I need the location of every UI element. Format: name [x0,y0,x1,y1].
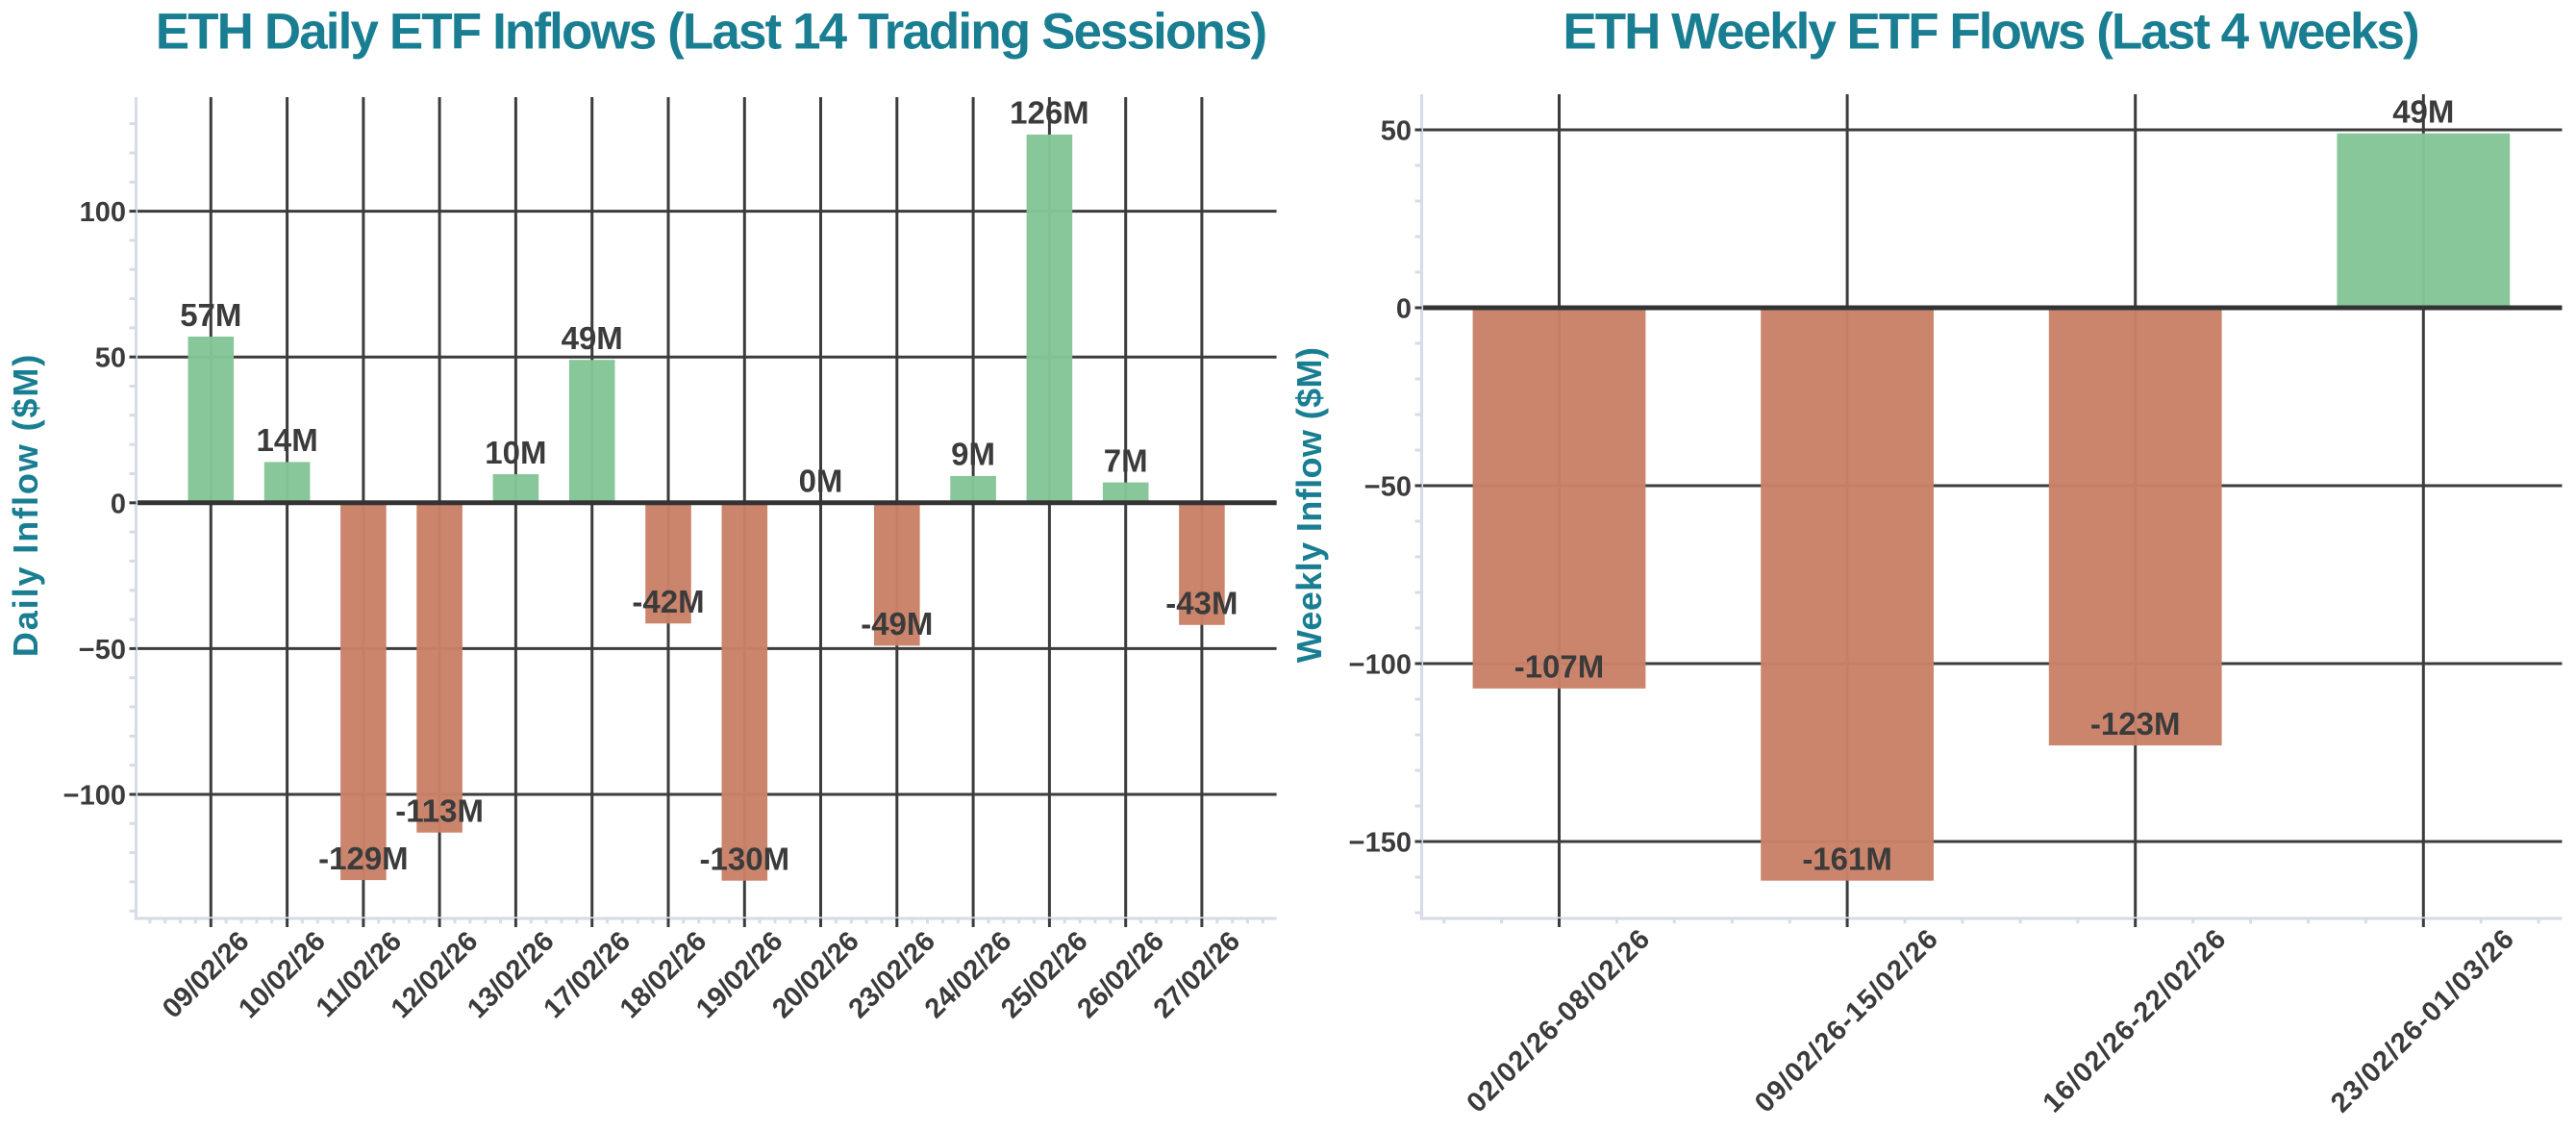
svg-text:ETH Daily ETF Inflows (Last 14: ETH Daily ETF Inflows (Last 14 Trading S… [156,4,1266,61]
svg-text:Daily Inflow ($M): Daily Inflow ($M) [6,353,45,657]
svg-text:−50: −50 [1364,472,1412,503]
svg-text:ETH Weekly ETF Flows (Last 4 w: ETH Weekly ETF Flows (Last 4 weeks) [1563,4,2418,61]
svg-text:7M: 7M [1104,442,1148,478]
svg-text:0: 0 [111,489,126,519]
svg-text:9M: 9M [951,437,995,472]
svg-text:-42M: -42M [632,584,704,619]
svg-text:50: 50 [1381,116,1412,147]
svg-text:−150: −150 [1349,828,1412,859]
svg-text:0M: 0M [799,464,843,499]
svg-text:-107M: -107M [1514,649,1605,685]
svg-text:-123M: -123M [2090,706,2181,741]
svg-text:-113M: -113M [395,793,484,829]
svg-text:50: 50 [95,343,126,374]
svg-text:-161M: -161M [1802,842,1892,877]
svg-text:10M: 10M [485,435,546,470]
svg-text:-49M: -49M [861,606,933,641]
svg-text:Weekly Inflow ($M): Weekly Inflow ($M) [1289,347,1329,664]
svg-text:49M: 49M [2392,94,2454,130]
svg-text:14M: 14M [256,422,317,458]
svg-text:126M: 126M [1010,95,1089,131]
svg-text:57M: 57M [180,297,241,333]
svg-text:−100: −100 [63,781,126,812]
svg-text:−100: −100 [1349,650,1412,681]
svg-text:−50: −50 [79,635,126,666]
svg-text:100: 100 [80,197,126,228]
svg-text:0: 0 [1396,294,1412,325]
svg-text:49M: 49M [562,320,623,356]
svg-text:-43M: -43M [1165,586,1238,621]
svg-text:-129M: -129M [318,841,409,876]
svg-text:-130M: -130M [700,842,790,877]
